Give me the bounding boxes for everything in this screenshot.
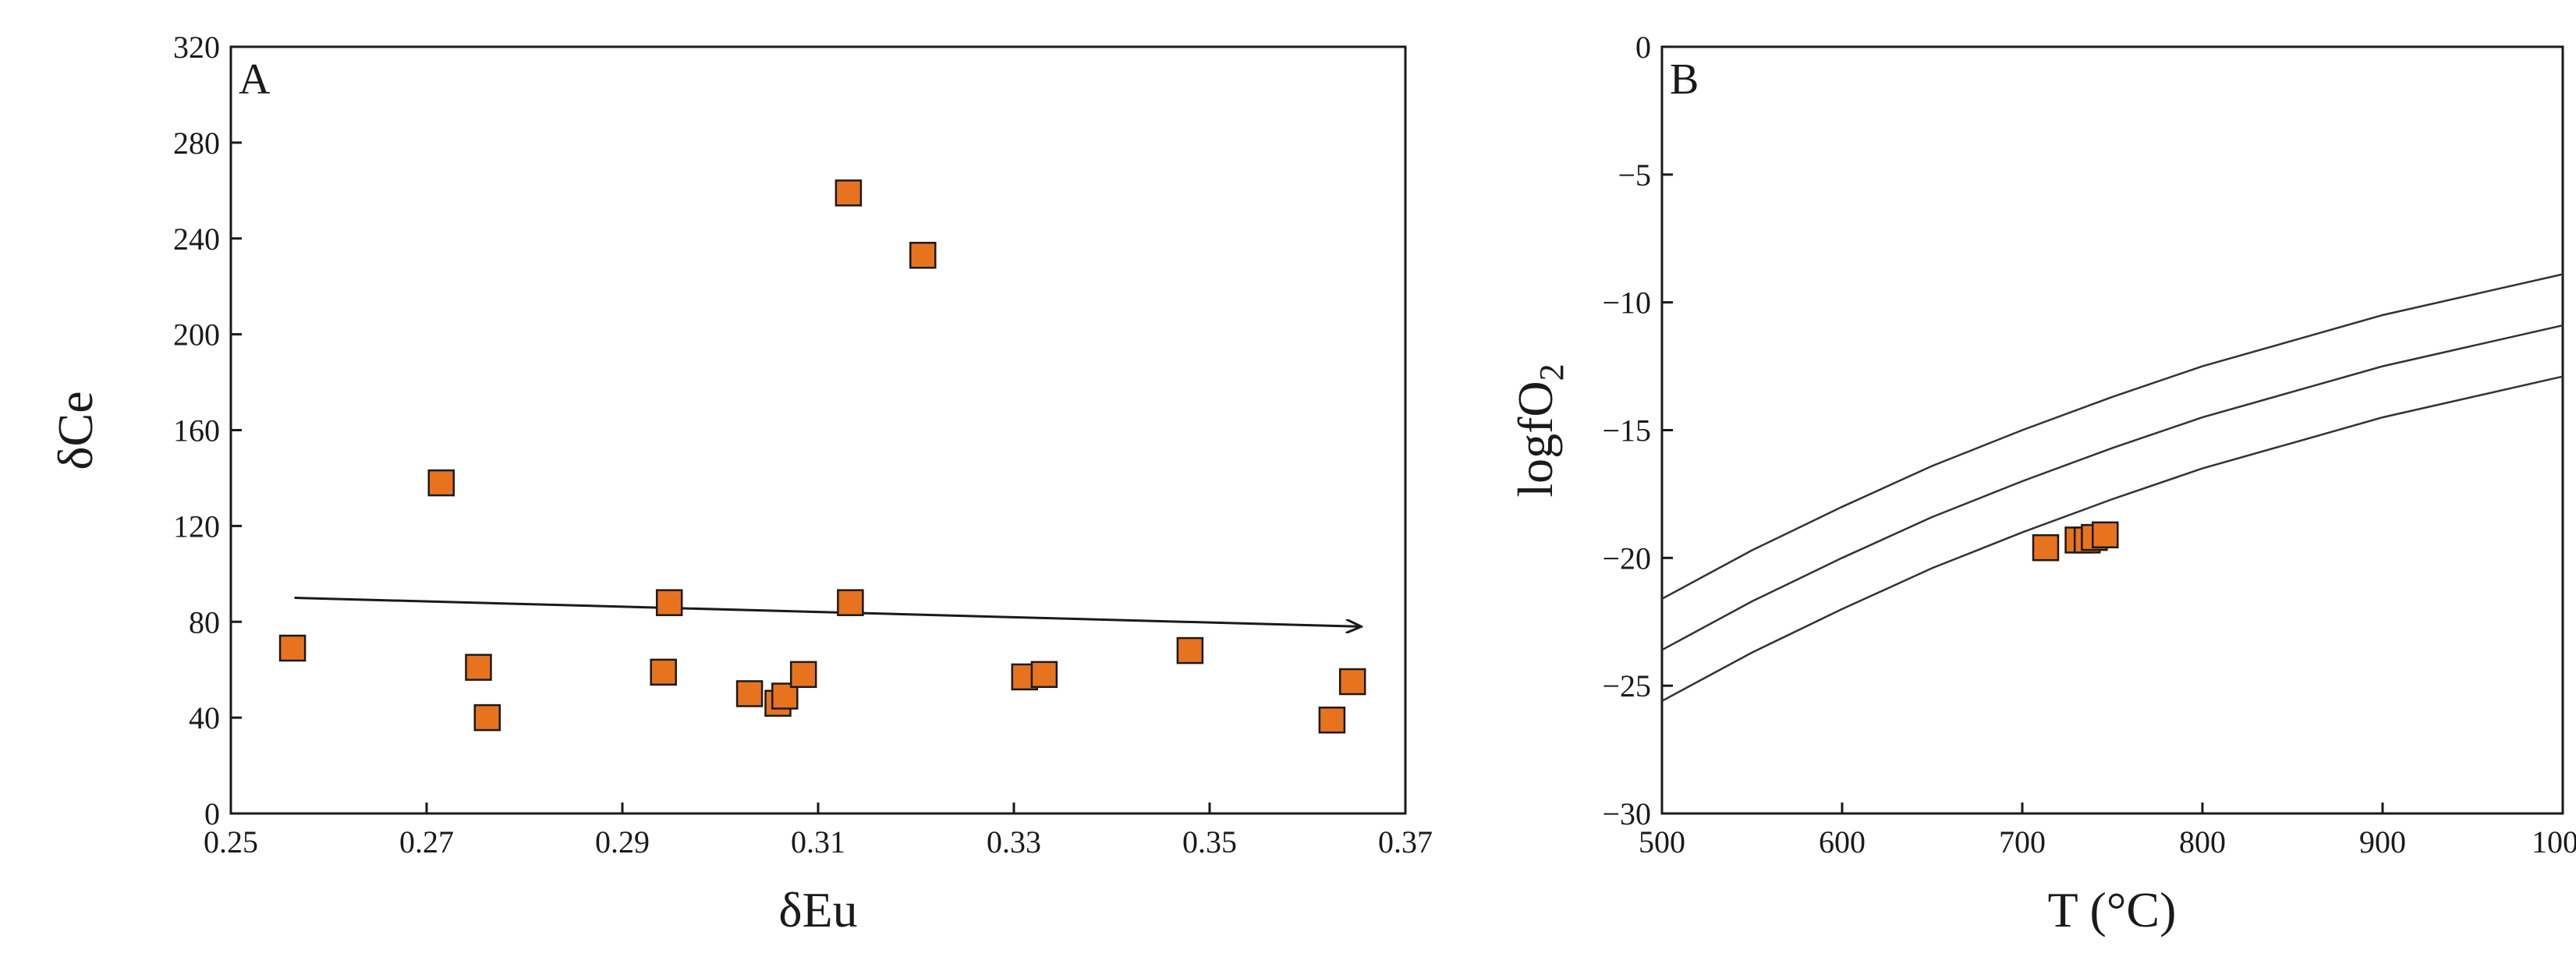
y-tick-label: 280: [173, 126, 220, 161]
x-tick-label: 0.25: [204, 824, 258, 859]
y-tick-label: 120: [173, 509, 220, 544]
y-tick-label: −10: [1602, 285, 1651, 321]
data-point: [789, 661, 817, 689]
x-tick-label: 500: [1639, 824, 1685, 859]
x-tick-label: 0.29: [595, 824, 650, 859]
y-tick-label: −5: [1618, 158, 1651, 193]
y-ticks-a: 0 40 80 120 160 200 240 280 320: [173, 30, 242, 831]
y-tick-label: 160: [173, 413, 220, 448]
y-axis-title-b: logfO2: [1508, 363, 1571, 497]
x-tick-label: 0.33: [987, 824, 1041, 859]
y-tick-label: 40: [189, 700, 220, 735]
plot-frame-a: [229, 45, 1407, 815]
data-point: [837, 589, 864, 616]
x-tick-label: 800: [2179, 824, 2226, 859]
data-point: [1030, 661, 1058, 689]
x-axis-title-b: T (°C): [2048, 882, 2177, 937]
y-tick-label: 80: [189, 604, 220, 640]
x-tick-label: 0.35: [1182, 824, 1237, 859]
plot-frame-b: [1660, 45, 2564, 815]
buffer-curve-plus2: [1661, 273, 2564, 600]
data-point: [2032, 533, 2060, 562]
data-point: [1338, 668, 1366, 696]
x-ticks-a: 0.25 0.27 0.29 0.31 0.33 0.35 0.37: [204, 803, 1433, 859]
x-tick-label: 700: [1999, 824, 2046, 859]
data-point: [1318, 706, 1346, 734]
data-point: [650, 658, 677, 686]
data-point: [465, 654, 492, 681]
buffer-curve-minus2: [1661, 375, 2564, 702]
data-point: [278, 634, 306, 662]
y-tick-label: −20: [1602, 540, 1651, 576]
y-tick-label: −15: [1602, 413, 1651, 448]
x-tick-label: 0.37: [1378, 824, 1433, 859]
y-ticks-b: 0 −5 −10 −15 −20 −25 −30: [1602, 30, 1673, 831]
y-tick-label: −30: [1602, 796, 1651, 831]
y-tick-label: 0: [204, 796, 220, 831]
data-point: [909, 242, 937, 269]
panel-label-b: B: [1670, 55, 1699, 104]
chart-panel-a: A 0.25 0.27 0.29 0.31 0.33 0.35 0.37 0 40 80 120 1…: [48, 30, 1433, 937]
data-points-b: [2032, 521, 2119, 562]
buffer-curves: +2FMQ−2: [1661, 273, 2564, 702]
x-tick-label: 900: [2359, 824, 2406, 859]
x-axis-title-a: δEu: [778, 882, 857, 937]
x-tick-label: 600: [1819, 824, 1866, 859]
data-point: [834, 179, 863, 207]
panel-label-a: A: [239, 55, 271, 104]
y-tick-label: 0: [1635, 30, 1651, 65]
x-tick-label: 0.31: [791, 824, 845, 859]
data-point: [655, 589, 683, 616]
y-tick-label: 240: [173, 222, 220, 257]
y-axis-title-a: δCe: [48, 391, 103, 470]
trend-arrow: [294, 597, 1362, 627]
buffer-curve-fmq: [1661, 324, 2564, 651]
y-tick-label: 320: [173, 30, 220, 65]
data-points-a: [278, 179, 1366, 734]
data-point: [735, 680, 764, 707]
data-point: [2092, 521, 2119, 549]
y-tick-label: 200: [173, 317, 220, 353]
y-tick-label: −25: [1602, 668, 1651, 704]
data-point: [427, 469, 455, 497]
data-point: [1176, 636, 1204, 665]
data-point: [473, 704, 501, 732]
x-tick-label: 0.27: [399, 824, 454, 859]
